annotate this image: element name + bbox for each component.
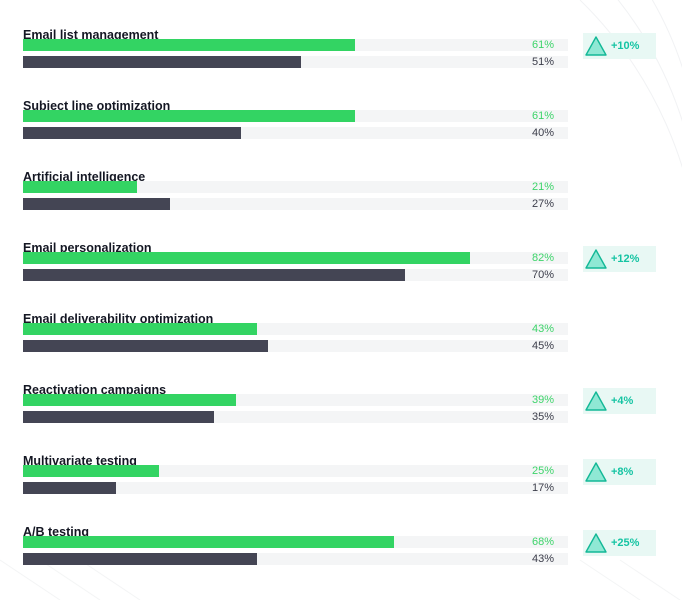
triangle-up-icon	[585, 391, 607, 411]
current-value-label: 25%	[531, 465, 554, 477]
previous-value-label: 45%	[531, 340, 554, 352]
current-bar	[23, 536, 394, 548]
previous-value-label: 17%	[531, 482, 554, 494]
category-row: Email deliverability optimization 43% 45%	[0, 312, 682, 383]
current-bar	[23, 323, 258, 335]
previous-bar-track	[23, 269, 568, 281]
previous-value-label: 43%	[531, 553, 554, 565]
previous-bar	[23, 482, 116, 494]
current-bar-track	[23, 181, 568, 193]
category-label: Reactivation campaigns	[23, 383, 167, 397]
current-bar-track	[23, 39, 568, 51]
previous-value-label: 40%	[531, 127, 554, 139]
current-bar-track	[23, 394, 568, 406]
current-value-label: 61%	[531, 39, 554, 51]
current-bar-track	[23, 110, 568, 122]
previous-bar-track	[23, 340, 568, 352]
category-row: Subject line optimization 61% 40%	[0, 99, 682, 170]
previous-value-label: 70%	[531, 269, 554, 281]
current-value-label: 39%	[531, 394, 554, 406]
current-bar	[23, 465, 160, 477]
category-row: Multivariate testing 25% 17% +8%	[0, 454, 682, 525]
previous-bar	[23, 553, 258, 565]
current-bar	[23, 110, 356, 122]
previous-bar	[23, 198, 171, 210]
current-bar	[23, 252, 470, 264]
previous-bar	[23, 127, 241, 139]
change-badge-label: +10%	[611, 40, 640, 52]
previous-bar-track	[23, 411, 568, 423]
change-badge: +4%	[583, 388, 656, 414]
category-label: Subject line optimization	[23, 99, 171, 113]
previous-bar-track	[23, 482, 568, 494]
change-badge-label: +4%	[611, 395, 634, 407]
current-bar-track	[23, 252, 568, 264]
current-value-label: 21%	[531, 181, 554, 193]
triangle-up-icon	[585, 533, 607, 553]
category-label: Email personalization	[23, 241, 152, 255]
change-badge-label: +25%	[611, 537, 640, 549]
current-bar	[23, 181, 138, 193]
previous-bar-track	[23, 56, 568, 68]
previous-bar	[23, 269, 405, 281]
current-bar-track	[23, 465, 568, 477]
change-badge-label: +8%	[611, 466, 634, 478]
category-row: Email list management 61% 51% +10%	[0, 28, 682, 99]
previous-bar-track	[23, 198, 568, 210]
category-row: Reactivation campaigns 39% 35% +4%	[0, 383, 682, 454]
category-label: Artificial intelligence	[23, 170, 146, 184]
category-label: Email deliverability optimization	[23, 312, 214, 326]
category-row: A/B testing 68% 43% +25%	[0, 525, 682, 596]
current-value-label: 43%	[531, 323, 554, 335]
previous-value-label: 35%	[531, 411, 554, 423]
triangle-up-icon	[585, 36, 607, 56]
current-bar-track	[23, 323, 568, 335]
previous-bar-track	[23, 553, 568, 565]
category-label: A/B testing	[23, 525, 89, 539]
change-badge: +10%	[583, 33, 656, 59]
triangle-up-icon	[585, 249, 607, 269]
category-label: Multivariate testing	[23, 454, 137, 468]
triangle-up-icon	[585, 462, 607, 482]
change-badge: +25%	[583, 530, 656, 556]
change-badge-label: +12%	[611, 253, 640, 265]
category-row: Artificial intelligence 21% 27%	[0, 170, 682, 241]
previous-value-label: 51%	[531, 56, 554, 68]
current-value-label: 82%	[531, 252, 554, 264]
category-row: Email personalization 82% 70% +12%	[0, 241, 682, 312]
previous-bar-track	[23, 127, 568, 139]
previous-value-label: 27%	[531, 198, 554, 210]
current-bar	[23, 394, 236, 406]
previous-bar	[23, 411, 214, 423]
category-label: Email list management	[23, 28, 159, 42]
previous-bar	[23, 340, 269, 352]
current-bar-track	[23, 536, 568, 548]
change-badge: +12%	[583, 246, 656, 272]
current-value-label: 61%	[531, 110, 554, 122]
current-value-label: 68%	[531, 536, 554, 548]
change-badge: +8%	[583, 459, 656, 485]
previous-bar	[23, 56, 301, 68]
current-bar	[23, 39, 356, 51]
